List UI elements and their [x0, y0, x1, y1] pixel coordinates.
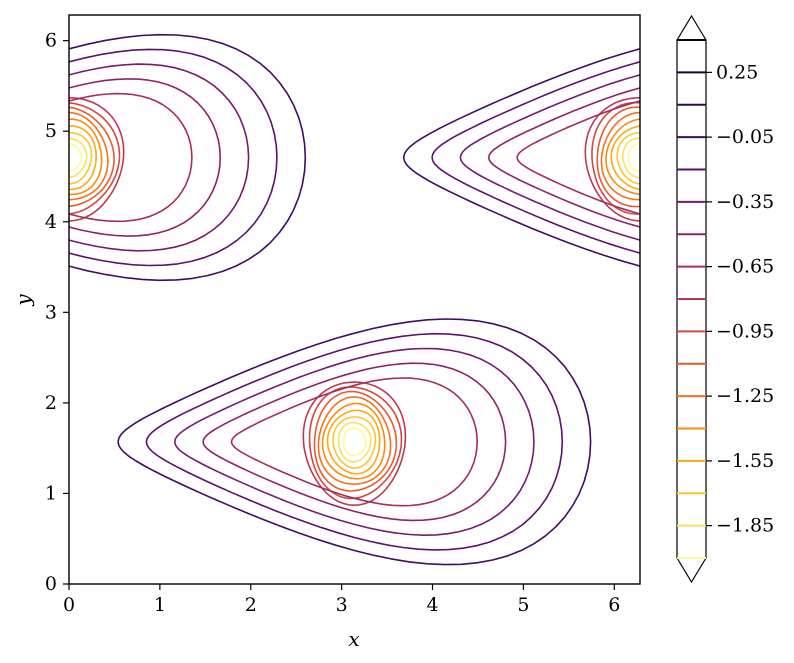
- contour-line: [230, 377, 478, 507]
- colorbar-tick-label: −1.25: [716, 385, 774, 407]
- y-tick-label: 4: [45, 211, 57, 233]
- contour-line: [326, 409, 381, 475]
- y-axis: 0 1 2 3 4 5 6: [45, 30, 69, 595]
- y-tick-label: 1: [45, 482, 57, 504]
- contour-line: [317, 396, 392, 485]
- contour-line: [600, 111, 640, 201]
- contour-line: [337, 421, 372, 463]
- contour-line: [584, 96, 640, 222]
- x-tick-label: 4: [426, 594, 438, 616]
- colorbar-tick-label: −1.85: [716, 515, 774, 537]
- y-tick-label: 6: [45, 30, 57, 52]
- contour-line: [596, 106, 640, 208]
- contour-line: [202, 362, 507, 522]
- colorbar-tick-label: −0.65: [716, 256, 774, 278]
- colorbar-extend-bottom: [676, 557, 707, 584]
- contour-line: [174, 347, 535, 536]
- colorbar-tick-label: −0.95: [716, 320, 774, 342]
- colorbar-tick-label: −0.05: [716, 126, 774, 148]
- contour-line: [69, 106, 115, 208]
- contour-line: [488, 87, 640, 228]
- contour-line: [605, 118, 640, 196]
- y-tick-label: 5: [45, 120, 57, 142]
- y-tick-label: 2: [45, 392, 57, 414]
- y-axis-label: y: [11, 294, 35, 307]
- x-tick-label: 3: [336, 594, 348, 616]
- colorbar-tick-label: 0.25: [716, 61, 758, 83]
- contour-line: [69, 92, 193, 223]
- contour-line: [402, 47, 640, 267]
- contour-line: [308, 386, 403, 500]
- contour-line: [145, 332, 564, 551]
- contour-line: [431, 60, 640, 254]
- contour-line: [69, 48, 278, 267]
- x-axis: 0 1 2 3 4 5 6: [63, 584, 620, 616]
- plot-frame: [68, 14, 641, 585]
- contour-line: [117, 318, 592, 566]
- contour-line: [622, 137, 640, 179]
- contour-lines: [69, 33, 640, 566]
- contour-line: [69, 33, 307, 282]
- y-tick-label: 0: [45, 573, 57, 595]
- y-tick-label: 3: [45, 301, 57, 323]
- contour-line: [616, 131, 640, 185]
- contour-line: [69, 96, 125, 222]
- contour-line: [459, 74, 640, 241]
- colorbar-tick-label: −0.35: [716, 191, 774, 213]
- contour-line: [591, 101, 640, 215]
- contour-line: [69, 101, 121, 215]
- contour-line: [69, 131, 93, 185]
- colorbar-tick-label: −1.55: [716, 450, 774, 472]
- contour-line: [69, 125, 97, 191]
- x-tick-label: 6: [608, 594, 620, 616]
- x-tick-label: 2: [245, 594, 257, 616]
- contour-line: [69, 78, 221, 237]
- contour-line: [342, 427, 367, 457]
- contour-line: [69, 137, 88, 179]
- contour-line: [302, 381, 407, 506]
- contour-line: [627, 143, 640, 172]
- contour-line: [69, 111, 109, 201]
- contour-line: [69, 118, 103, 196]
- contour-line: [321, 402, 386, 480]
- contour-line: [610, 125, 640, 191]
- x-axis-label: x: [348, 627, 359, 651]
- x-tick-label: 5: [517, 594, 529, 616]
- colorbar: 0.25 −0.05 −0.35 −0.65 −0.95 −1.25 −1.55 −1.85: [676, 14, 774, 584]
- contour-line: [313, 390, 398, 492]
- x-tick-label: 0: [63, 594, 75, 616]
- contour-line: [516, 100, 640, 215]
- contour-line: [332, 416, 377, 469]
- x-tick-label: 1: [154, 594, 166, 616]
- contour-line: [69, 143, 83, 172]
- colorbar-extend-top: [676, 14, 707, 41]
- contour-line: [69, 63, 250, 252]
